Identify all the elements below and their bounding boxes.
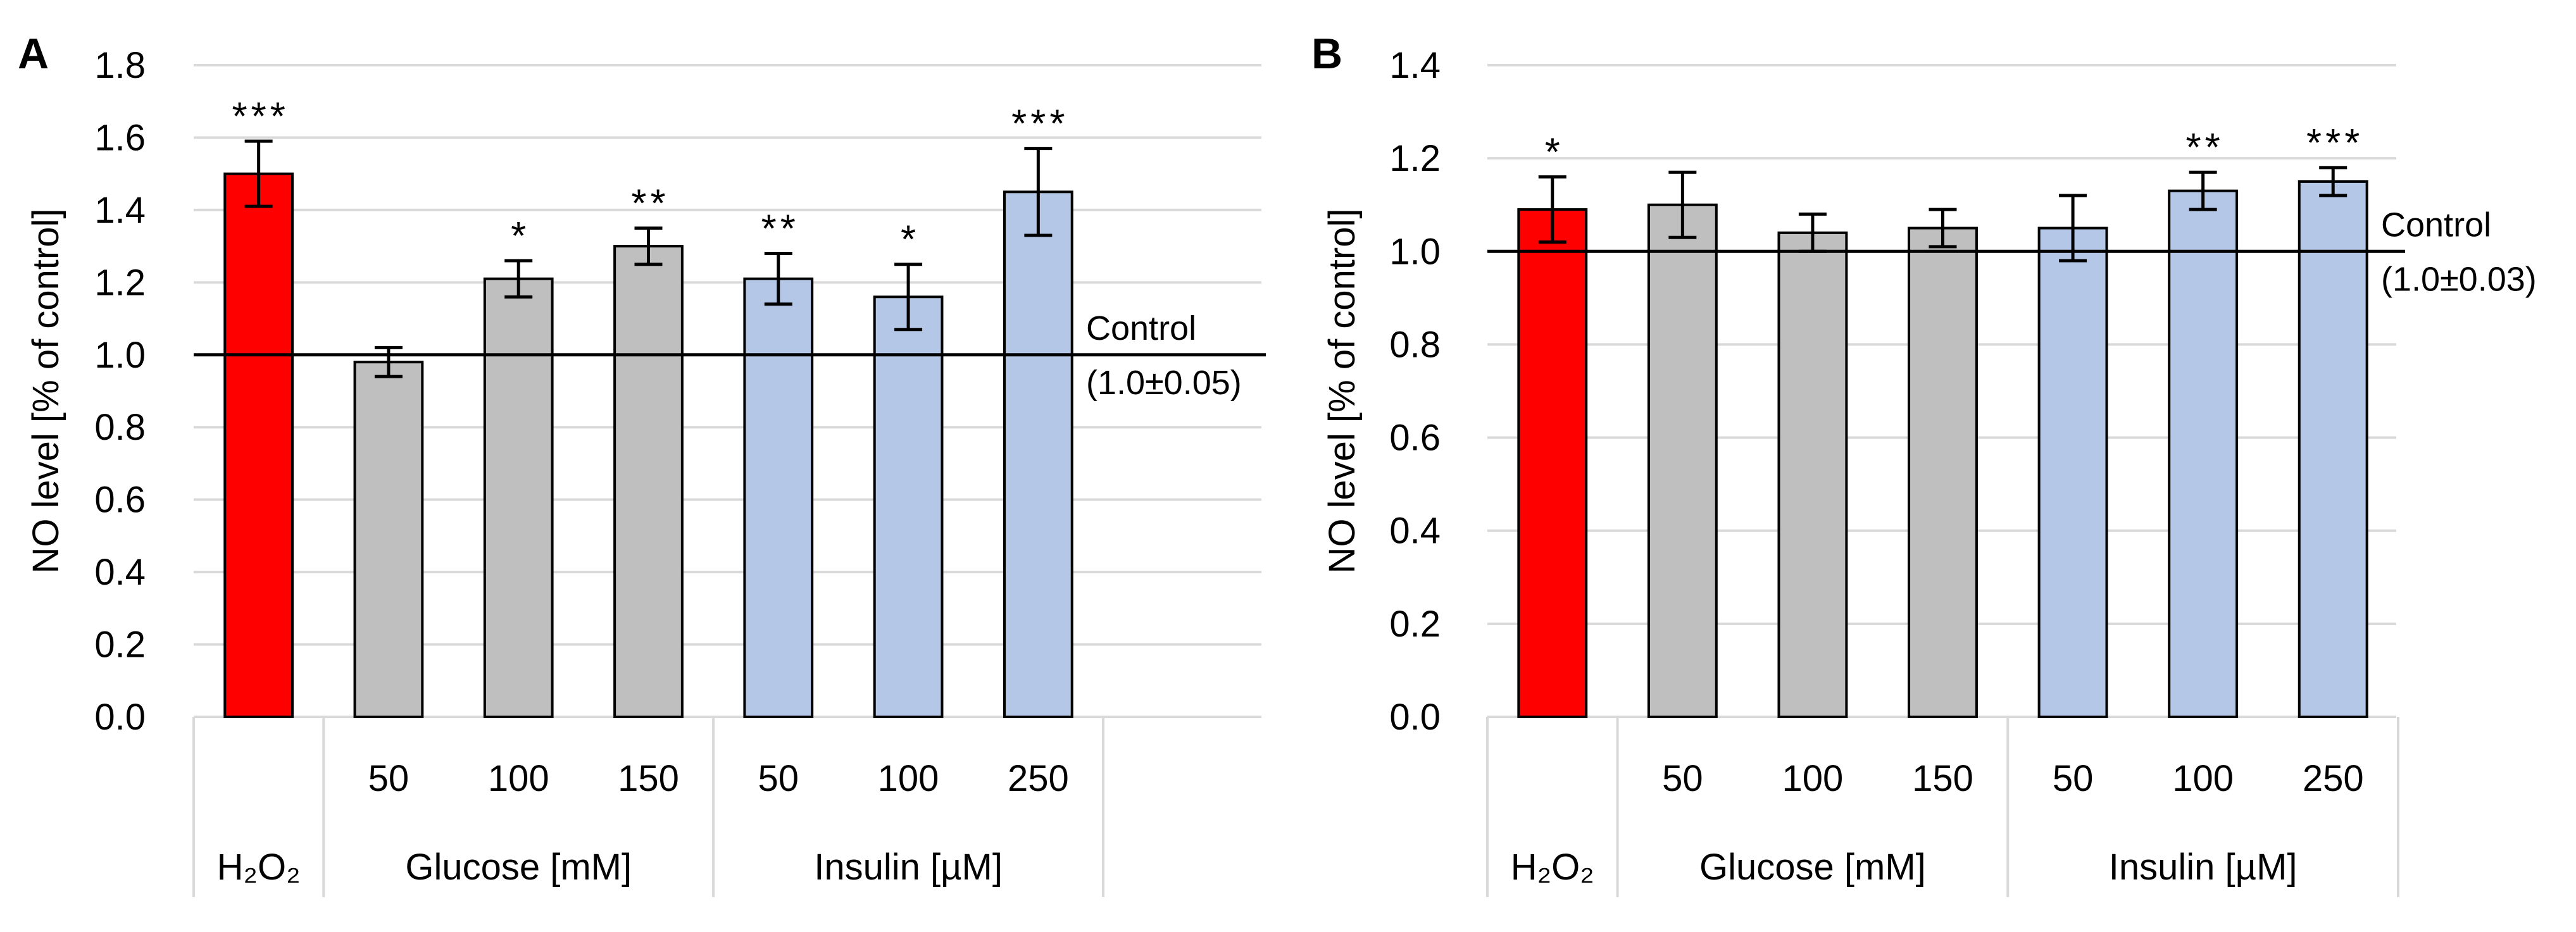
x-tick-label: 150 xyxy=(1912,758,1973,799)
y-tick-label: 0.0 xyxy=(1389,697,1441,738)
control-sublabel: (1.0±0.03) xyxy=(2381,260,2537,298)
bar xyxy=(353,361,424,718)
significance-marker: ** xyxy=(761,208,799,251)
bar xyxy=(1517,208,1588,719)
x-tick-label: 150 xyxy=(618,758,679,799)
error-bar xyxy=(504,259,533,299)
y-tick-label: 0.6 xyxy=(94,480,146,521)
y-tick-label: 1.0 xyxy=(94,335,146,376)
x-tick-label: 50 xyxy=(1662,758,1703,799)
error-bar xyxy=(1668,170,1697,239)
significance-marker: * xyxy=(901,218,920,262)
error-bar xyxy=(634,227,663,266)
y-tick-label: 1.4 xyxy=(1389,45,1441,86)
significance-marker: *** xyxy=(1011,103,1068,146)
error-bar xyxy=(374,345,403,378)
y-tick-label: 1.6 xyxy=(94,117,146,158)
bar xyxy=(483,277,554,719)
error-bar xyxy=(894,263,923,332)
y-tick-label: 1.2 xyxy=(1389,138,1441,179)
group-label: Insulin [µM] xyxy=(814,847,1003,888)
significance-marker: *** xyxy=(2306,121,2363,165)
control-sublabel: (1.0±0.05) xyxy=(1086,364,1242,402)
bar xyxy=(743,277,814,719)
bar xyxy=(1777,231,1848,719)
y-tick-label: 0.4 xyxy=(94,552,146,593)
error-bar xyxy=(2319,166,2348,197)
y-tick-label: 0.0 xyxy=(94,697,146,738)
bar xyxy=(1003,190,1073,718)
group-label: H₂O₂ xyxy=(217,847,301,888)
error-bar xyxy=(1024,147,1053,237)
y-tick-label: 0.2 xyxy=(1389,604,1441,645)
x-tick-label: 50 xyxy=(368,758,410,799)
error-bar xyxy=(764,252,792,306)
x-tick-label: 250 xyxy=(1008,758,1069,799)
bar xyxy=(2168,189,2239,718)
control-label: Control xyxy=(2381,206,2491,244)
bar xyxy=(223,172,294,718)
group-label: Glucose [mM] xyxy=(405,847,632,888)
x-tick-label: 50 xyxy=(2053,758,2094,799)
group-label: H₂O₂ xyxy=(1511,847,1594,888)
significance-marker: * xyxy=(511,214,530,258)
group-label: Insulin [µM] xyxy=(2109,847,2298,888)
panel-label: A xyxy=(18,30,49,78)
panel-a: A 0.0 0.2 0.4 0.6 0.8 1.0 1.2 1.4 1.6 1.8 NO level … xyxy=(18,30,1266,897)
error-bar xyxy=(1929,208,1957,249)
significance-marker: *** xyxy=(232,95,289,139)
significance-marker: ** xyxy=(2186,126,2224,170)
control-label: Control xyxy=(1086,309,1196,347)
bar xyxy=(873,295,944,718)
panel-label: B xyxy=(1311,30,1342,78)
bar xyxy=(1647,203,1718,718)
y-tick-label: 1.8 xyxy=(94,45,146,86)
y-tick-label: 0.2 xyxy=(94,624,146,666)
y-axis-title: NO level [% of control] xyxy=(1322,209,1363,574)
panel-b: B 0.0 0.2 0.4 0.6 0.8 1.0 1.2 1.4 NO level [% of … xyxy=(1311,30,2537,897)
group-label: Glucose [mM] xyxy=(1699,847,1926,888)
x-tick-label: 100 xyxy=(1782,758,1844,799)
bar xyxy=(1908,227,1978,718)
y-tick-label: 1.4 xyxy=(94,190,146,231)
error-bar xyxy=(244,139,273,208)
y-tick-label: 1.2 xyxy=(94,262,146,303)
x-tick-label: 250 xyxy=(2303,758,2364,799)
significance-marker: * xyxy=(1545,131,1564,175)
y-tick-label: 0.4 xyxy=(1389,511,1441,552)
y-tick-label: 0.8 xyxy=(94,407,146,448)
y-tick-label: 0.8 xyxy=(1389,324,1441,365)
bar xyxy=(2037,227,2108,718)
error-bar xyxy=(2189,170,2217,211)
bar xyxy=(2298,180,2368,718)
y-axis-title: NO level [% of control] xyxy=(25,209,66,574)
bar xyxy=(613,245,684,719)
y-tick-label: 1.0 xyxy=(1389,231,1441,272)
x-tick-label: 100 xyxy=(488,758,549,799)
y-tick-label: 0.6 xyxy=(1389,418,1441,459)
x-tick-label: 100 xyxy=(878,758,939,799)
significance-marker: ** xyxy=(631,182,669,226)
error-bar xyxy=(1538,175,1566,244)
x-tick-label: 50 xyxy=(758,758,799,799)
x-tick-label: 100 xyxy=(2172,758,2234,799)
